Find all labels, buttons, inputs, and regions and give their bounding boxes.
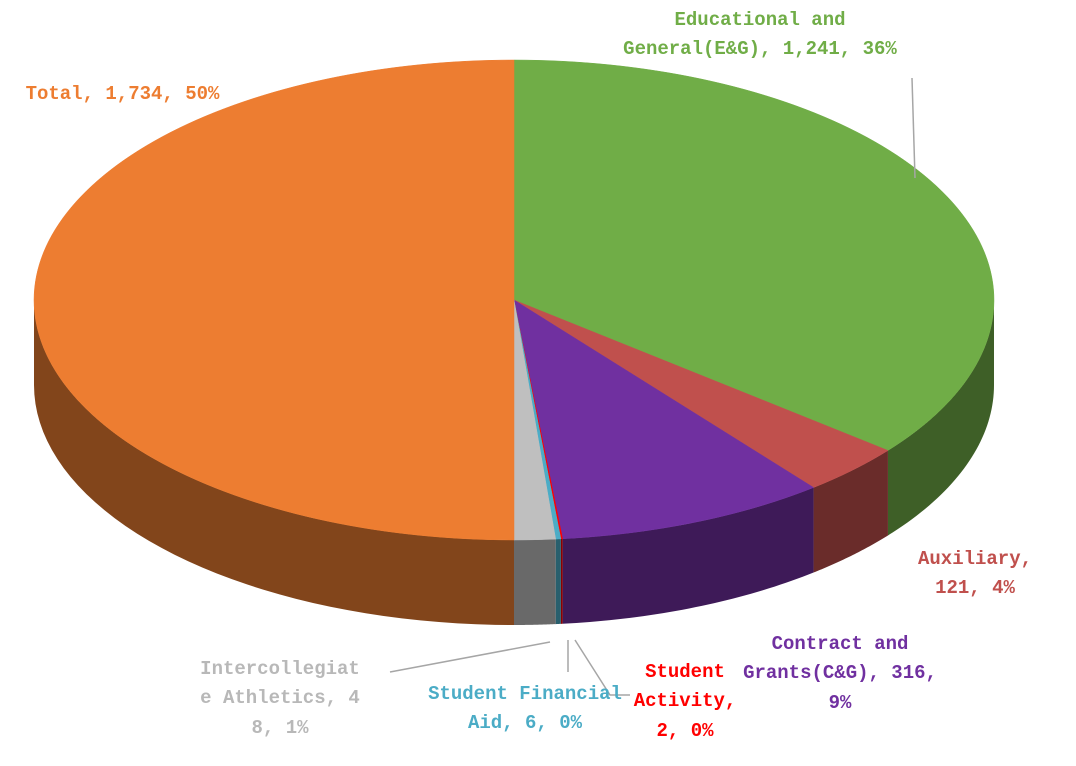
slice-side <box>555 538 561 625</box>
slice-side <box>887 300 994 536</box>
slice-side <box>560 538 563 624</box>
slice-side <box>514 539 556 625</box>
data-label: Intercollegiate Athletics, 48, 1% <box>200 658 360 739</box>
slice-side <box>562 487 814 624</box>
data-label: Contract and Grants(C&G), 316, 9% <box>743 633 937 714</box>
leader-line <box>574 639 630 696</box>
data-label: Student Financial Aid, 6, 0% <box>428 683 622 735</box>
data-label: Educational and General(E&G), 1,241, 36% <box>623 9 897 61</box>
slice <box>33 59 515 541</box>
data-label: Auxiliary, 121, 4% <box>917 548 1033 600</box>
slice-side <box>813 450 888 573</box>
leader-line <box>389 641 551 673</box>
slice <box>513 59 995 451</box>
slice <box>513 299 889 488</box>
slice <box>513 299 815 540</box>
leader-line <box>911 77 916 179</box>
data-label: Total, 1,734, 50% <box>25 83 220 105</box>
slice-side <box>34 300 514 625</box>
data-label: Student Activity, 2, 0% <box>633 661 737 742</box>
